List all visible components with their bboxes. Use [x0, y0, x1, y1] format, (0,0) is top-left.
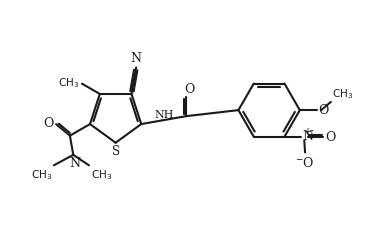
Text: NH: NH [154, 109, 174, 119]
Text: CH$_3$: CH$_3$ [58, 76, 79, 90]
Text: O: O [325, 131, 336, 144]
Text: N: N [69, 157, 80, 170]
Text: N: N [302, 130, 313, 142]
Text: CH$_3$: CH$_3$ [91, 167, 112, 181]
Text: CH$_3$: CH$_3$ [31, 167, 52, 181]
Text: N: N [131, 52, 142, 64]
Text: O: O [318, 104, 328, 117]
Text: +: + [303, 127, 311, 137]
Text: CH$_3$: CH$_3$ [332, 87, 354, 101]
Text: S: S [112, 144, 120, 158]
Text: $^{-}$O: $^{-}$O [295, 155, 314, 169]
Text: O: O [43, 117, 53, 130]
Text: O: O [184, 83, 194, 96]
